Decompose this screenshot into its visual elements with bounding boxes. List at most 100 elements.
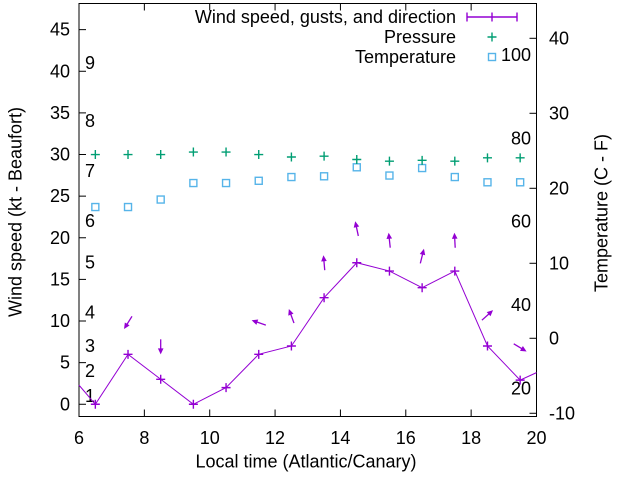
gust-arrow-head bbox=[288, 308, 294, 316]
wind-series bbox=[78, 258, 537, 409]
beaufort-scale-label: 6 bbox=[85, 211, 95, 231]
wind-point bbox=[286, 341, 296, 351]
temperature-point bbox=[515, 178, 525, 187]
beaufort-scale-label: 8 bbox=[85, 111, 95, 131]
pressure-point bbox=[254, 150, 264, 160]
beaufort-scale-label: 9 bbox=[85, 53, 95, 73]
pressure-point bbox=[156, 150, 166, 160]
wind-point bbox=[254, 349, 264, 359]
gust-arrow-head bbox=[386, 232, 393, 240]
temperature-point bbox=[483, 178, 492, 187]
plus-marker-icon bbox=[487, 32, 497, 42]
pressure-point bbox=[352, 155, 362, 165]
y-right-tick-label: 20 bbox=[549, 178, 569, 198]
wind-point bbox=[156, 374, 166, 384]
temperature-point bbox=[417, 163, 427, 173]
temperature-point bbox=[352, 163, 361, 172]
pressure-point bbox=[515, 153, 525, 163]
wind-point bbox=[515, 375, 525, 385]
temperature-point bbox=[287, 172, 296, 182]
open-square-marker-icon bbox=[487, 52, 497, 62]
wind-point bbox=[90, 399, 100, 409]
temperature-point bbox=[123, 202, 133, 212]
y-left-tick-label: 5 bbox=[60, 353, 70, 373]
gust-arrow-head bbox=[451, 232, 458, 239]
wind-line bbox=[78, 262, 537, 406]
x-tick-label: 8 bbox=[139, 428, 149, 448]
legend-row-wind: Wind speed, gusts, and direction bbox=[195, 7, 518, 27]
pressure-point bbox=[417, 155, 427, 165]
x-tick-label: 14 bbox=[330, 428, 350, 448]
pressure-point bbox=[286, 152, 296, 162]
y-left-tick-label: 15 bbox=[50, 269, 70, 289]
errorbar-line-icon bbox=[466, 12, 518, 22]
x-tick-label: 12 bbox=[265, 428, 285, 448]
y-left-tick-label: 25 bbox=[50, 186, 70, 206]
gust-arrows bbox=[124, 221, 527, 355]
legend-label-pressure: Pressure bbox=[383, 26, 456, 47]
gust-arrow-head bbox=[157, 348, 164, 355]
legend-label-temperature: Temperature bbox=[354, 46, 456, 67]
temperature-point bbox=[450, 172, 460, 182]
gust-arrow-head bbox=[321, 255, 327, 262]
wind-point bbox=[123, 349, 133, 359]
plot-border bbox=[78, 3, 537, 417]
gust-arrow-head bbox=[419, 248, 426, 256]
gust-arrow-head bbox=[486, 310, 494, 317]
wind-point bbox=[417, 283, 427, 293]
y-axis-label-left: Wind speed (kt - Beaufort) bbox=[5, 106, 26, 318]
legend-row-pressure: Pressure bbox=[195, 27, 518, 47]
legend: Wind speed, gusts, and direction Pressur… bbox=[195, 7, 518, 67]
y-left-tick-label: 35 bbox=[50, 103, 70, 123]
pressure-point bbox=[319, 151, 329, 161]
beaufort-scale-label: 7 bbox=[85, 161, 95, 181]
y-left-tick-label: 30 bbox=[50, 145, 70, 165]
temperature-point bbox=[254, 176, 263, 185]
wind-point bbox=[188, 399, 198, 409]
wind-point bbox=[450, 266, 460, 276]
wind-point bbox=[482, 341, 492, 351]
legend-label-wind: Wind speed, gusts, and direction bbox=[194, 6, 456, 27]
gust-arrow-head bbox=[520, 346, 527, 352]
legend-row-temperature: Temperature bbox=[195, 47, 518, 67]
pressure-point bbox=[482, 153, 492, 163]
gust-arrow-head bbox=[353, 221, 360, 228]
temperature-point bbox=[189, 178, 198, 188]
x-axis-label: Local time (Atlantic/Canary) bbox=[195, 451, 417, 472]
y-left-tick-label: 45 bbox=[50, 20, 70, 40]
beaufort-scale-label: 4 bbox=[85, 303, 95, 323]
beaufort-scale-label: 3 bbox=[85, 336, 95, 356]
wind-point bbox=[221, 383, 231, 393]
y-left-tick-label: 20 bbox=[50, 228, 70, 248]
fahrenheit-scale-label: 100 bbox=[501, 45, 531, 65]
wind-point bbox=[384, 266, 394, 276]
temperature-point bbox=[221, 178, 231, 188]
beaufort-scale-label: 5 bbox=[85, 253, 95, 273]
beaufort-scale-label: 1 bbox=[85, 386, 95, 406]
y-right-tick-label: -10 bbox=[549, 403, 575, 423]
pressure-point bbox=[384, 156, 394, 166]
pressure-point bbox=[221, 147, 231, 157]
fahrenheit-scale-label: 20 bbox=[511, 378, 531, 398]
y-right-tick-label: 10 bbox=[549, 253, 569, 273]
gust-arrow-head bbox=[251, 319, 259, 325]
x-tick-label: 6 bbox=[74, 428, 84, 448]
pressure-point bbox=[123, 150, 133, 160]
wind-point bbox=[319, 293, 329, 303]
y-left-tick-label: 0 bbox=[60, 394, 70, 414]
x-tick-label: 20 bbox=[526, 428, 546, 448]
x-tick-label: 10 bbox=[200, 428, 220, 448]
y-axis-label-right: Temperature (C - F) bbox=[591, 133, 612, 293]
beaufort-scale-label: 2 bbox=[85, 361, 95, 381]
temperature-series bbox=[91, 163, 525, 212]
temperature-point bbox=[91, 202, 100, 212]
temperature-point bbox=[156, 195, 165, 204]
wind-point bbox=[352, 258, 362, 268]
y-right-tick-label: 30 bbox=[549, 103, 569, 123]
pressure-point bbox=[188, 147, 198, 157]
pressure-point bbox=[90, 150, 100, 160]
pressure-series bbox=[90, 147, 525, 166]
x-tick-label: 18 bbox=[461, 428, 481, 448]
y-left-tick-label: 10 bbox=[50, 311, 70, 331]
